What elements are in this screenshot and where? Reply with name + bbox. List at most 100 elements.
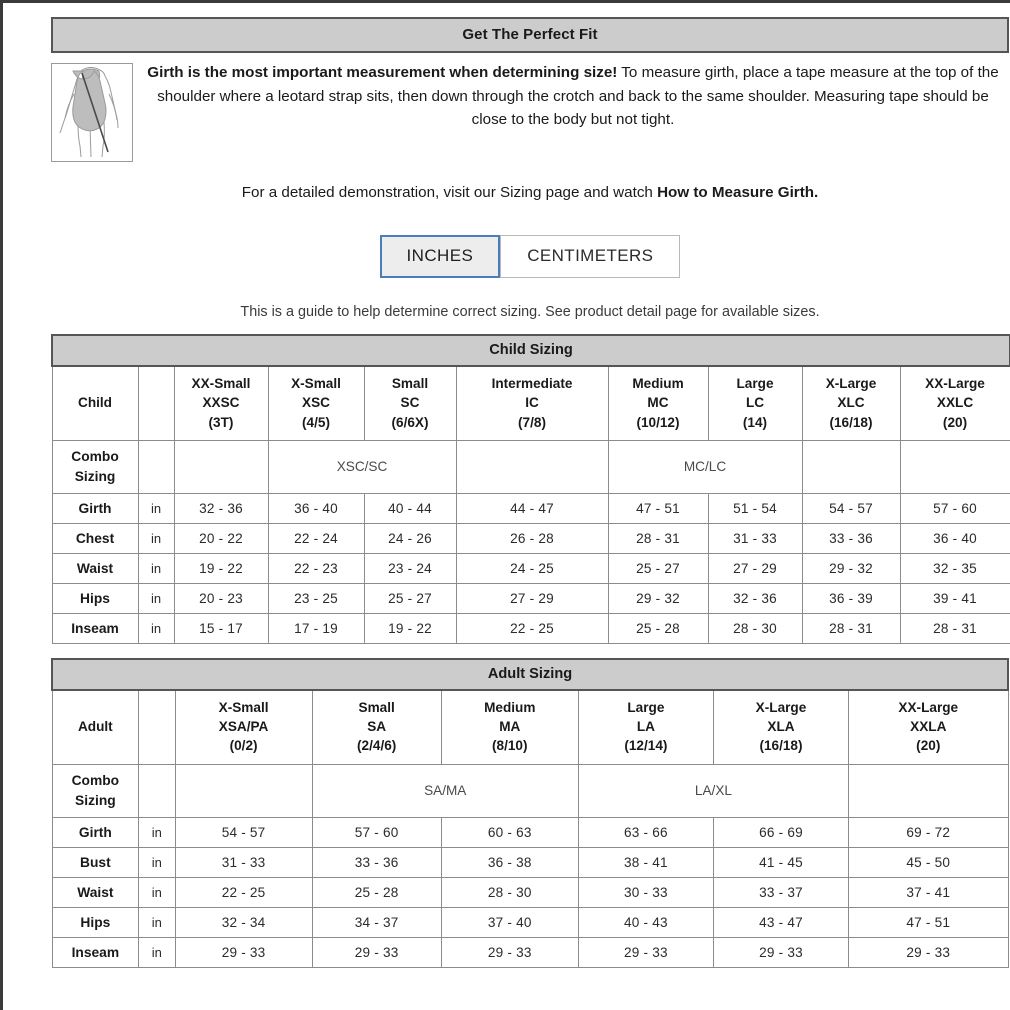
leotard-girth-measure-illustration-icon bbox=[51, 63, 133, 162]
measurement-label: Inseam bbox=[51, 936, 140, 968]
size-code: XLA bbox=[767, 719, 795, 735]
unit-header bbox=[138, 689, 176, 765]
size-code: XLC bbox=[837, 395, 865, 411]
combo-sizing-cell: XSC/SC bbox=[267, 439, 457, 494]
table-title-row: Adult Sizing bbox=[51, 657, 1009, 691]
size-code: LA bbox=[636, 719, 655, 735]
measurement-value: 45 - 50 bbox=[848, 846, 1009, 878]
measurement-unit: in bbox=[137, 582, 175, 614]
table-row: Hips in 32 - 34 34 - 37 37 - 40 40 - 43 43 - 4… bbox=[51, 906, 1009, 938]
measurement-value: 29 - 33 bbox=[712, 936, 850, 968]
size-numeric: (20) bbox=[942, 414, 968, 430]
table-row: Inseam in 15 - 17 17 - 19 19 - 22 22 - 25 25 -… bbox=[51, 612, 1010, 644]
fit-banner-title: Get The Perfect Fit bbox=[51, 17, 1009, 53]
combo-unit-cell bbox=[138, 763, 176, 818]
measurement-value: 33 - 36 bbox=[801, 522, 901, 554]
measurement-value: 34 - 37 bbox=[311, 906, 442, 938]
measurement-value: 20 - 23 bbox=[173, 582, 269, 614]
size-code: SA bbox=[367, 719, 387, 735]
size-name: Intermediate bbox=[491, 376, 573, 391]
size-column-header-xxsc: XX-Small XXSC (3T) bbox=[173, 365, 269, 441]
measurement-value: 29 - 32 bbox=[607, 582, 709, 614]
measurement-value: 47 - 51 bbox=[607, 492, 709, 524]
combo-sizing-cell bbox=[801, 439, 901, 494]
measurement-value: 63 - 66 bbox=[577, 816, 714, 848]
measurement-value: 57 - 60 bbox=[311, 816, 442, 848]
measurement-value: 60 - 63 bbox=[440, 816, 579, 848]
table-row: Girth in 54 - 57 57 - 60 60 - 63 63 - 66 66 - … bbox=[51, 816, 1009, 848]
how-to-measure-girth-link[interactable]: How to Measure Girth. bbox=[657, 184, 819, 201]
size-numeric: (12/14) bbox=[624, 738, 668, 754]
size-code: XXSC bbox=[202, 395, 240, 411]
measurement-value: 39 - 41 bbox=[899, 582, 1010, 614]
table-title-row: Child Sizing bbox=[50, 334, 1010, 367]
unit-toggle-group: INCHES CENTIMETERS bbox=[51, 235, 1009, 278]
measurement-value: 33 - 36 bbox=[311, 846, 442, 878]
table-title: Adult Sizing bbox=[51, 657, 1009, 691]
measurement-value: 32 - 36 bbox=[173, 492, 269, 524]
measurement-unit: in bbox=[137, 492, 175, 524]
size-numeric: (0/2) bbox=[229, 738, 258, 754]
measurement-value: 40 - 43 bbox=[577, 906, 714, 938]
measurement-label: Chest bbox=[51, 522, 139, 554]
size-name: XX-Large bbox=[925, 376, 985, 391]
row-label-header: Adult bbox=[51, 689, 140, 765]
measurement-value: 28 - 31 bbox=[801, 612, 901, 644]
measurement-value: 29 - 33 bbox=[174, 936, 313, 968]
measurement-value: 29 - 33 bbox=[440, 936, 579, 968]
combo-sizing-cell bbox=[848, 763, 1009, 818]
measurement-value: 32 - 35 bbox=[899, 552, 1010, 584]
table-header-row: Adult X-Small XSA/PA (0/2) Small SA (2/4/6) Med… bbox=[51, 689, 1009, 765]
measurement-label: Girth bbox=[51, 492, 139, 524]
measurement-label: Girth bbox=[51, 816, 140, 848]
centimeters-button[interactable]: CENTIMETERS bbox=[500, 235, 681, 278]
measurement-value: 51 - 54 bbox=[707, 492, 803, 524]
measurement-value: 25 - 28 bbox=[607, 612, 709, 644]
size-column-header-sc: Small SC (6/6X) bbox=[363, 365, 457, 441]
size-name: Medium bbox=[632, 376, 684, 391]
measurement-value: 38 - 41 bbox=[577, 846, 714, 878]
measurement-value: 69 - 72 bbox=[848, 816, 1009, 848]
size-name: Large bbox=[627, 699, 665, 715]
combo-sizing-cell: SA/MA bbox=[311, 763, 579, 818]
inches-button[interactable]: INCHES bbox=[379, 235, 501, 278]
size-column-header-ma: Medium MA (8/10) bbox=[440, 689, 579, 765]
measurement-label: Hips bbox=[51, 906, 140, 938]
size-numeric: (8/10) bbox=[492, 738, 528, 754]
measurement-value: 19 - 22 bbox=[173, 552, 269, 584]
table-row: Waist in 22 - 25 25 - 28 28 - 30 30 - 33 33 - … bbox=[51, 876, 1009, 908]
combo-sizing-cell bbox=[899, 439, 1010, 494]
measurement-value: 30 - 33 bbox=[577, 876, 714, 908]
child-sizing-table: Child Sizing Child XX-Small XXSC (3T) X-Small… bbox=[50, 334, 1010, 644]
size-code: XXLC bbox=[936, 395, 974, 411]
row-label-header: Child bbox=[51, 365, 139, 441]
size-column-header-xsa-pa: X-Small XSA/PA (0/2) bbox=[174, 689, 313, 765]
table-row: Inseam in 29 - 33 29 - 33 29 - 33 29 - 33 29 -… bbox=[51, 936, 1009, 968]
measurement-label: Inseam bbox=[51, 612, 139, 644]
size-name: X-Small bbox=[291, 376, 341, 391]
table-row: Bust in 31 - 33 33 - 36 36 - 38 38 - 41 41 - 4… bbox=[51, 846, 1009, 878]
measurement-value: 22 - 23 bbox=[267, 552, 365, 584]
size-code: LC bbox=[745, 395, 765, 411]
fit-description-rest: To measure girth, place a tape measure a… bbox=[157, 64, 999, 129]
measurement-value: 32 - 36 bbox=[707, 582, 803, 614]
table-header-row: Child XX-Small XXSC (3T) X-Small XSC (4/5) Smal… bbox=[51, 365, 1010, 441]
measurement-value: 31 - 33 bbox=[707, 522, 803, 554]
size-name: Small bbox=[391, 376, 429, 391]
combo-sizing-row: Combo Sizing SA/MA LA/XL bbox=[51, 763, 1009, 818]
measurement-value: 33 - 37 bbox=[712, 876, 850, 908]
measurement-value: 15 - 17 bbox=[173, 612, 269, 644]
size-column-header-sa: Small SA (2/4/6) bbox=[311, 689, 442, 765]
measurement-value: 29 - 33 bbox=[311, 936, 442, 968]
size-numeric: (2/4/6) bbox=[357, 738, 397, 754]
combo-sizing-row: Combo Sizing XSC/SC MC/LC bbox=[51, 439, 1010, 494]
unit-header bbox=[137, 365, 175, 441]
combo-sizing-cell bbox=[455, 439, 609, 494]
measurement-value: 19 - 22 bbox=[363, 612, 457, 644]
fit-description-bold: Girth is the most important measurement … bbox=[147, 64, 618, 81]
measurement-unit: in bbox=[138, 816, 176, 848]
fit-description: Girth is the most important measurement … bbox=[133, 61, 1009, 132]
size-numeric: (4/5) bbox=[302, 414, 330, 430]
size-column-header-xsc: X-Small XSC (4/5) bbox=[267, 365, 365, 441]
combo-sizing-cell bbox=[174, 763, 313, 818]
